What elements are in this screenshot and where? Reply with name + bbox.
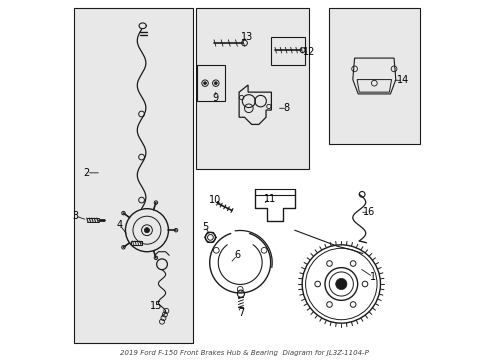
Text: 12: 12: [302, 46, 315, 57]
Text: 5: 5: [202, 222, 208, 231]
Text: 9: 9: [212, 93, 219, 103]
Circle shape: [203, 82, 206, 85]
Text: 11: 11: [263, 194, 275, 204]
Bar: [197, 65, 224, 101]
Text: 16: 16: [363, 207, 375, 217]
Text: 7: 7: [237, 308, 244, 318]
Text: 8: 8: [283, 103, 289, 113]
Bar: [328, 8, 419, 144]
Text: 13: 13: [241, 32, 253, 42]
Text: 2: 2: [83, 168, 90, 178]
Text: 10: 10: [208, 195, 221, 205]
Bar: [131, 241, 142, 244]
Text: 14: 14: [396, 75, 408, 85]
Circle shape: [214, 82, 217, 85]
Text: 1: 1: [369, 272, 375, 282]
Text: 3: 3: [72, 211, 78, 221]
Circle shape: [335, 278, 346, 289]
Circle shape: [144, 228, 149, 233]
Bar: [74, 8, 192, 343]
Text: 2019 Ford F-150 Front Brakes Hub & Bearing  Diagram for JL3Z-1104-P: 2019 Ford F-150 Front Brakes Hub & Beari…: [120, 350, 368, 356]
Text: 15: 15: [150, 301, 163, 311]
Text: 6: 6: [234, 250, 240, 260]
Bar: [196, 8, 308, 169]
Text: 4: 4: [117, 220, 122, 230]
Bar: [271, 37, 304, 65]
